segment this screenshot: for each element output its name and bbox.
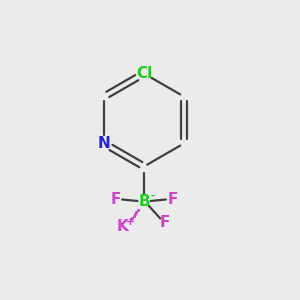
Text: F: F [167,192,178,207]
Text: B: B [138,194,150,208]
Text: K: K [116,219,128,234]
Text: +: + [126,217,135,227]
Text: Cl: Cl [136,66,152,81]
Text: F: F [110,192,121,207]
Text: N: N [98,136,110,151]
Text: F: F [159,215,170,230]
Text: -: - [151,191,155,201]
